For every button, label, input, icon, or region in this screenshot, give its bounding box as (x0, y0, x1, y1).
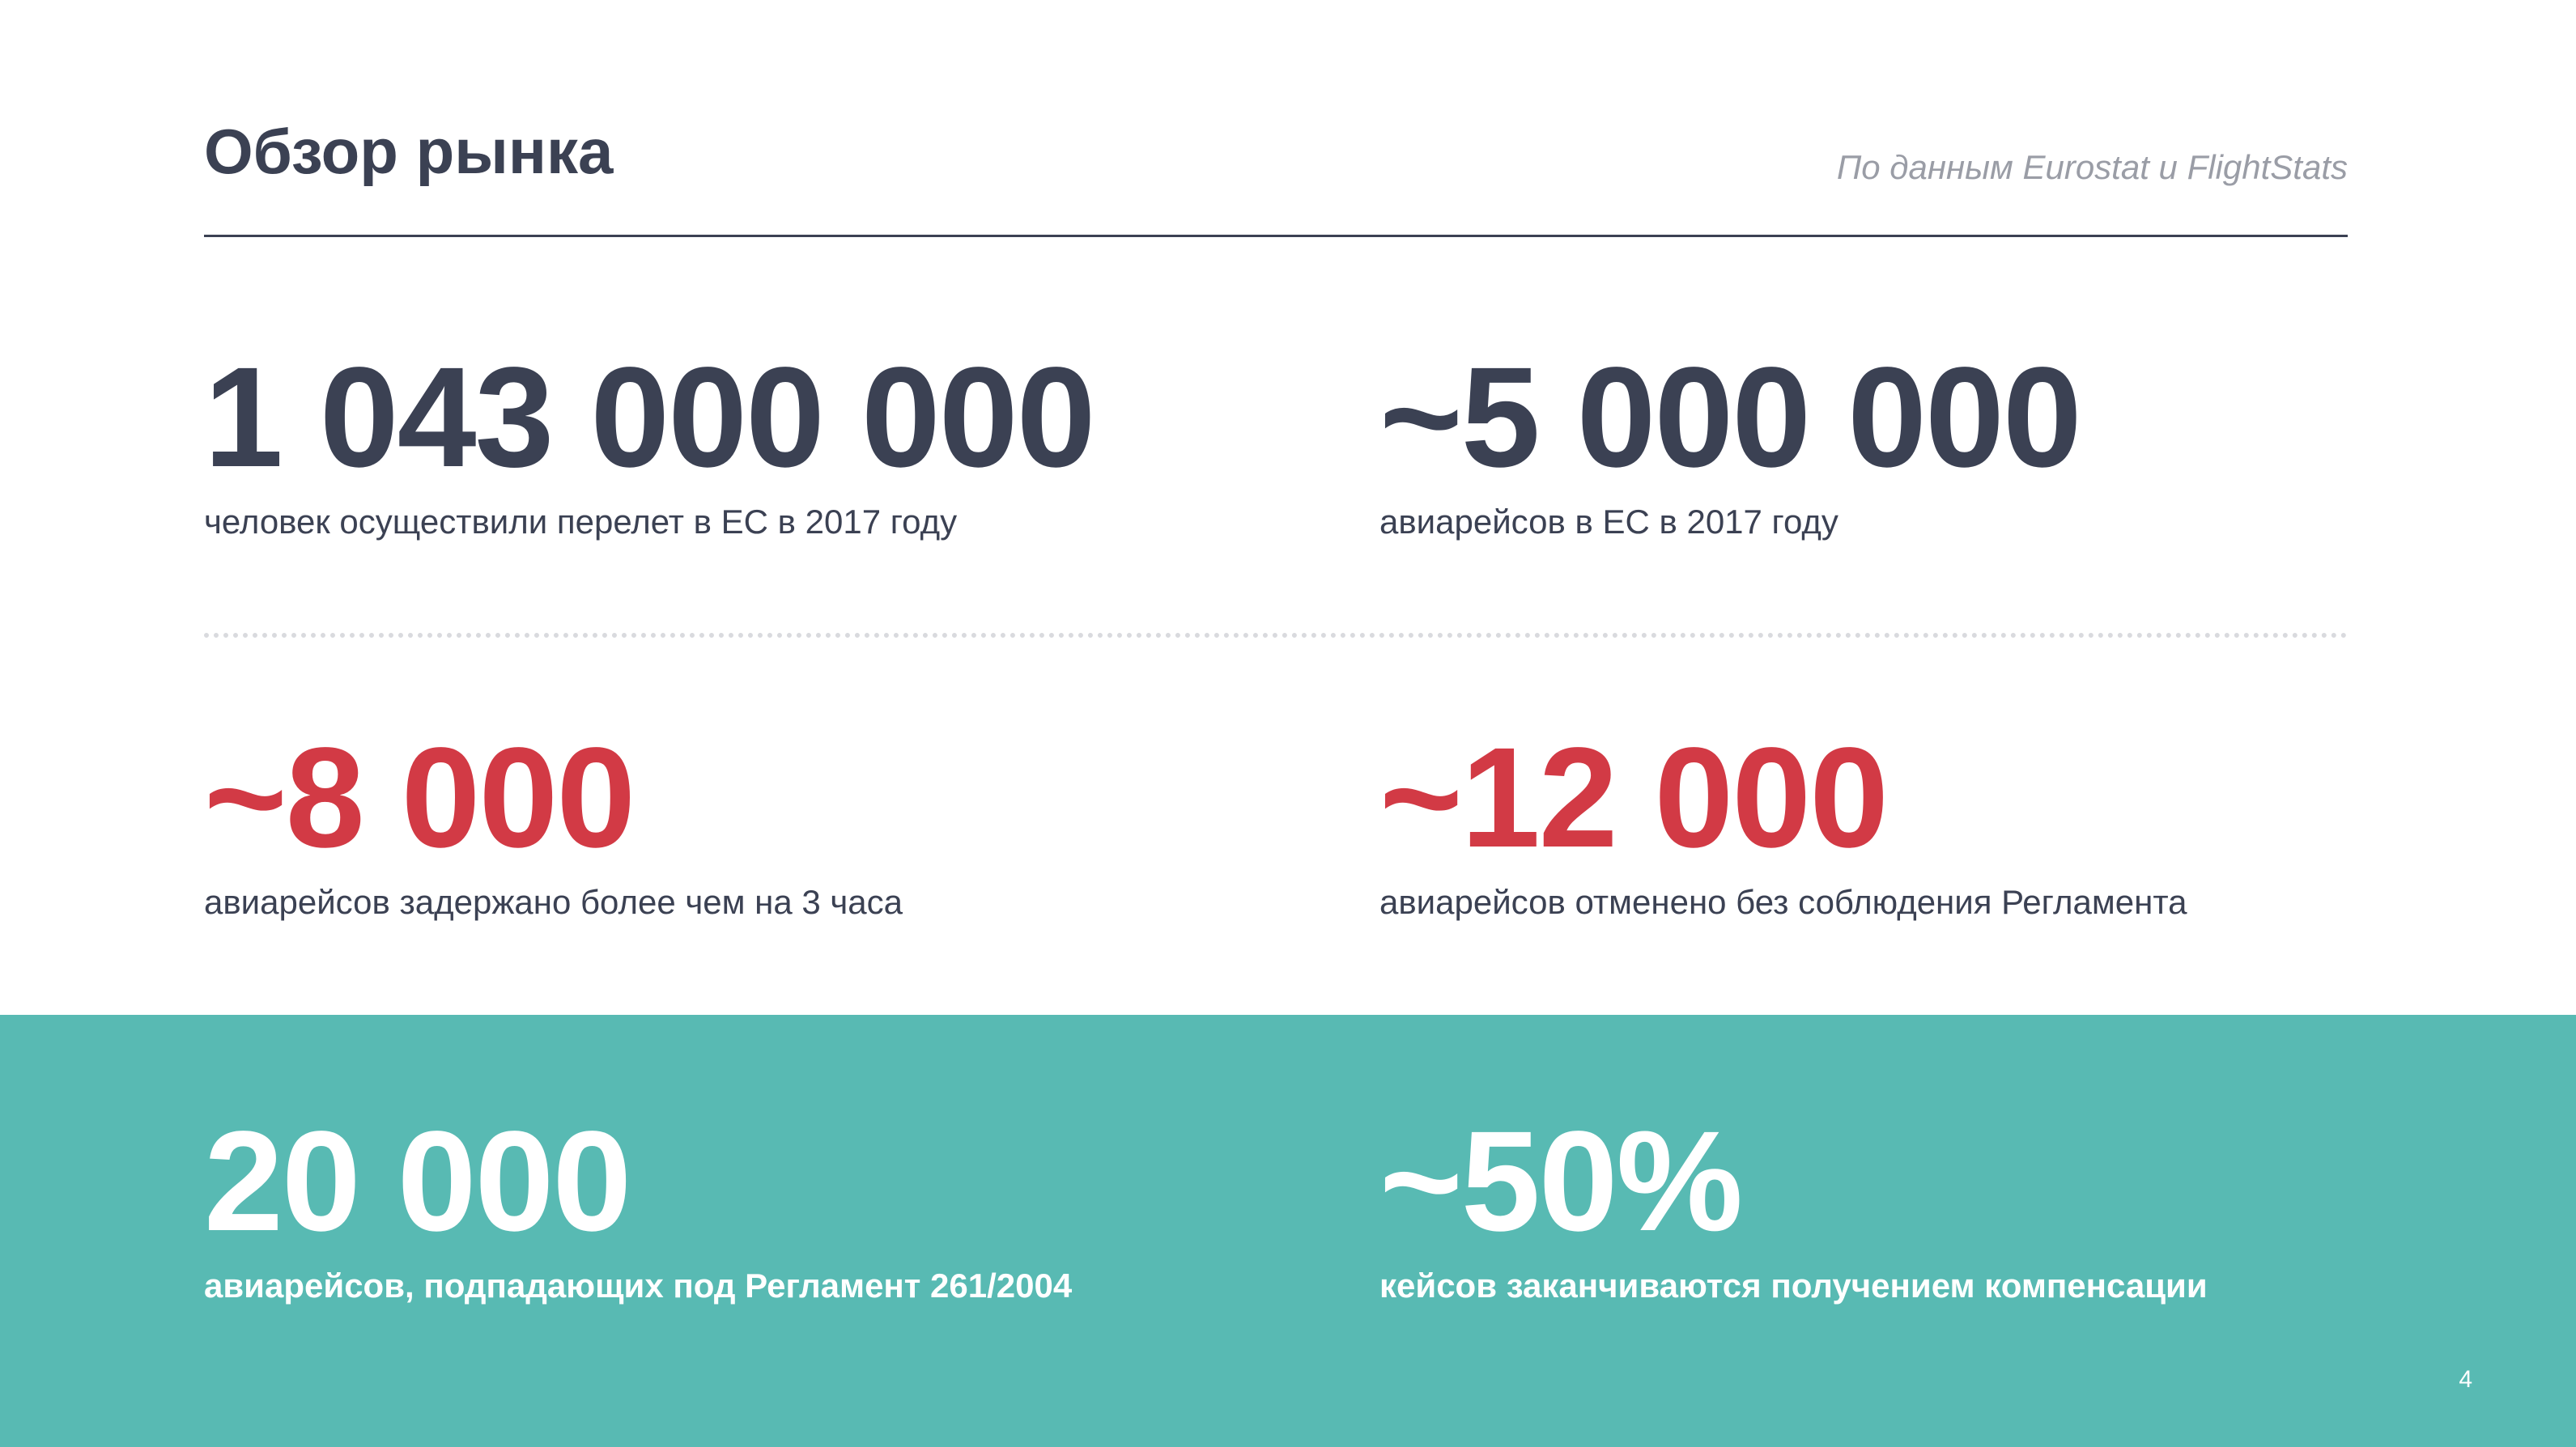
source-note: По данным Eurostat и FlightStats (1836, 148, 2348, 186)
stat-description: кейсов заканчиваются получением компенса… (1379, 1267, 2208, 1305)
highlight-band (0, 1015, 2576, 1447)
stat-flights: ~5 000 000 авиарейсов в ЕС в 2017 году (1379, 338, 2082, 541)
page-number: 4 (2459, 1366, 2472, 1393)
stat-value: ~50% (1379, 1102, 1743, 1261)
page-title: Обзор рынка (204, 116, 614, 187)
stat-compensation-rate: ~50% кейсов заканчиваются получением ком… (1379, 1110, 2208, 1303)
stat-eligible-flights: 20 000 авиарейсов, подпадающих под Регла… (204, 1110, 1072, 1303)
stat-value: ~8 000 (204, 719, 635, 877)
stat-description: авиарейсов задержано более чем на 3 часа (204, 883, 903, 921)
stat-value: ~5 000 000 (1379, 338, 2082, 497)
stat-description: человек осуществили перелет в ЕС в 2017 … (204, 503, 958, 541)
stat-delayed-flights: ~8 000 авиарейсов задержано более чем на… (204, 727, 903, 919)
stat-value: ~12 000 (1379, 719, 1889, 877)
stat-value: 1 043 000 000 (204, 338, 1096, 497)
stat-value: 20 000 (204, 1102, 631, 1261)
stat-description: авиарейсов в ЕС в 2017 году (1379, 503, 1838, 541)
stat-description: авиарейсов отменено без соблюдения Регла… (1379, 883, 2187, 921)
stat-passengers: 1 043 000 000 человек осуществили переле… (204, 338, 1096, 541)
stat-cancelled-flights: ~12 000 авиарейсов отменено без соблюден… (1379, 727, 2187, 919)
header-divider (204, 235, 2348, 237)
dotted-divider (204, 633, 2348, 638)
stat-description: авиарейсов, подпадающих под Регламент 26… (204, 1267, 1073, 1305)
